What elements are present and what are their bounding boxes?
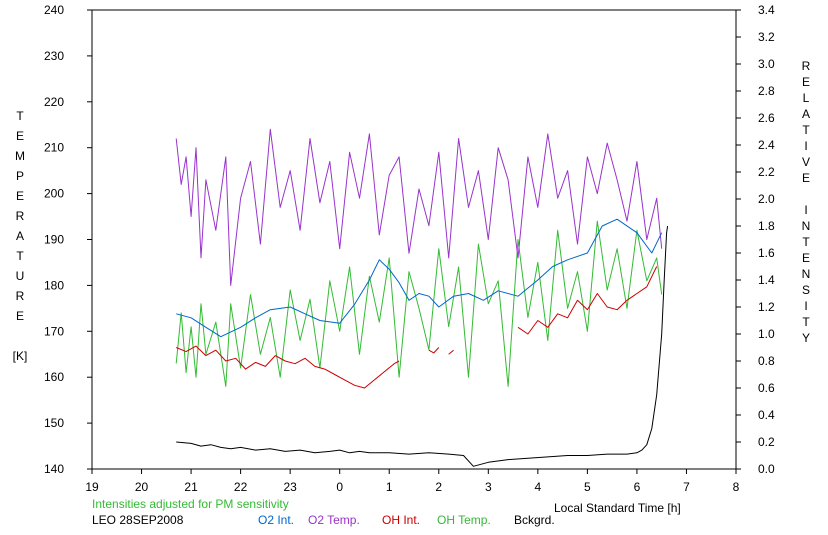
y-right-tick-label: 3.0 <box>758 57 775 71</box>
y-left-tick-label: 190 <box>44 233 64 247</box>
y-right-tick-label: 2.6 <box>758 111 775 125</box>
y-right-tick-label: 2.0 <box>758 192 775 206</box>
y-left-tick-label: 230 <box>44 49 64 63</box>
x-tick-label: 19 <box>85 480 99 494</box>
legend-oh-int: OH Int. <box>382 513 420 527</box>
x-tick-label: 3 <box>485 480 492 494</box>
y-right-tick-label: 1.0 <box>758 327 775 341</box>
y-right-tick-label: 3.4 <box>758 3 775 17</box>
series-line-o2-temp <box>175 128 663 286</box>
x-tick-label: 6 <box>634 480 641 494</box>
series-line-oh-temp <box>175 220 663 387</box>
series-line-oh-int <box>176 345 400 389</box>
y-right-tick-label: 2.4 <box>758 138 775 152</box>
y-right-title-letter: T <box>802 123 810 137</box>
series-line-oh-int <box>517 266 658 335</box>
legend: O2 Int. O2 Temp. OH Int. OH Temp. Bckgrd… <box>258 513 555 527</box>
sensitivity-note: Intensities adjusted for PM sensitivity <box>92 497 289 511</box>
series-line-oh-int <box>428 347 440 354</box>
y-left-title-letter: R <box>16 289 25 303</box>
y-right-title-letter: S <box>802 283 810 297</box>
y-right-title-letter: T <box>802 235 810 249</box>
y-left-tick-label: 140 <box>44 462 64 476</box>
y-left-title-letter: T <box>16 249 24 263</box>
y-right-title-letter: A <box>802 107 810 121</box>
y-right-title-letter: Y <box>802 331 810 345</box>
y-right-tick-label: 0.2 <box>758 435 775 449</box>
series-line-oh-int <box>448 349 454 355</box>
x-tick-label: 2 <box>435 480 442 494</box>
series-line-bckgrd <box>176 225 669 467</box>
y-right-tick-label: 2.8 <box>758 84 775 98</box>
y-left-tick-label: 150 <box>44 416 64 430</box>
y-left-tick-label: 210 <box>44 141 64 155</box>
y-left-tick-label: 220 <box>44 95 64 109</box>
y-left-tick-label: 200 <box>44 187 64 201</box>
y-left-title-letter: E <box>16 189 24 203</box>
x-tick-label: 20 <box>135 480 149 494</box>
y-right-tick-label: 0.4 <box>758 408 775 422</box>
y-left-tick-label: 240 <box>44 3 64 17</box>
x-tick-label: 5 <box>584 480 591 494</box>
axis-ticks: 19 20 21 22 23 0 1 2 3 4 5 6 7 8140150160170180190200… <box>44 3 775 494</box>
series-line-o2-int <box>176 218 663 338</box>
y-right-tick-label: 0.6 <box>758 381 775 395</box>
y-right-tick-label: 1.4 <box>758 273 775 287</box>
y-left-title-letter: R <box>16 209 25 223</box>
x-tick-label: 7 <box>683 480 690 494</box>
y-right-title-letter: V <box>802 155 810 169</box>
x-tick-label: 23 <box>283 480 297 494</box>
site-date-label: LEO 28SEP2008 <box>92 513 184 527</box>
y-right-tick-label: 1.2 <box>758 300 775 314</box>
y-right-tick-label: 3.2 <box>758 30 775 44</box>
x-axis-title: Local Standard Time [h] <box>554 501 681 515</box>
legend-o2-int: O2 Int. <box>258 513 294 527</box>
x-tick-label: 1 <box>386 480 393 494</box>
y-right-tick-label: 2.2 <box>758 165 775 179</box>
x-tick-label: 8 <box>733 480 740 494</box>
y-right-title-letter: L <box>803 91 810 105</box>
y-right-tick-label: 0.8 <box>758 354 775 368</box>
x-tick-label: 0 <box>336 480 343 494</box>
y-left-title-letter: M <box>15 149 25 163</box>
x-tick-label: 21 <box>184 480 198 494</box>
plot-frame <box>91 9 737 470</box>
series-layer <box>175 128 669 467</box>
x-tick-label: 4 <box>535 480 542 494</box>
y-left-title-letter: U <box>16 269 25 283</box>
y-right-title-letter: E <box>802 251 810 265</box>
y-left-title-letter: P <box>16 169 24 183</box>
y-right-tick-label: 0.0 <box>758 462 775 476</box>
y-left-tick-label: 180 <box>44 278 64 292</box>
y-right-title-letter: I <box>804 139 807 153</box>
y-right-title-letter: I <box>804 203 807 217</box>
y-right-title-letter: I <box>804 299 807 313</box>
y-left-title-letter: E <box>16 309 24 323</box>
y-left-title-letter: A <box>16 229 24 243</box>
x-tick-label: 22 <box>234 480 248 494</box>
y-right-tick-label: 1.8 <box>758 219 775 233</box>
y-right-tick-label: 1.6 <box>758 246 775 260</box>
y-left-title-letter: E <box>16 129 24 143</box>
legend-oh-temp: OH Temp. <box>437 513 491 527</box>
y-right-title-letter: R <box>802 59 811 73</box>
y-right-title-letter: E <box>802 75 810 89</box>
legend-bckgrd: Bckgrd. <box>514 513 555 527</box>
y-left-tick-label: 170 <box>44 324 64 338</box>
y-right-title-letter: N <box>802 219 811 233</box>
y-left-title-letter: T <box>16 109 24 123</box>
y-left-title-letter: [K] <box>13 349 28 363</box>
y-left-tick-label: 160 <box>44 370 64 384</box>
y-right-title-letter: N <box>802 267 811 281</box>
y-right-title-letter: E <box>802 171 810 185</box>
legend-o2-temp: O2 Temp. <box>308 513 360 527</box>
y-right-title-letter: T <box>802 315 810 329</box>
